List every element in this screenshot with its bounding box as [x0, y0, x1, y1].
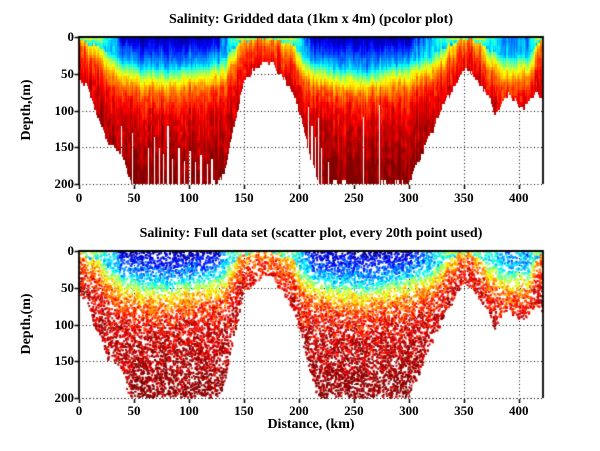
x-tick-label: 50 — [127, 190, 141, 205]
x-tick-label: 150 — [234, 403, 254, 418]
x-tick-label: 200 — [289, 403, 309, 418]
x-tick-label: 400 — [509, 190, 529, 205]
y-tick-label: 50 — [61, 279, 74, 295]
x-tick-label: 100 — [179, 190, 199, 205]
scatter-plot-canvas — [74, 246, 548, 403]
x-tick-label: 250 — [344, 190, 364, 205]
x-tick-label: 300 — [399, 190, 419, 205]
x-tick-label: 350 — [454, 403, 474, 418]
y-tick-label: 50 — [61, 65, 74, 81]
x-tick-label: 0 — [75, 403, 83, 418]
x-tick-label: 200 — [289, 190, 309, 205]
plot-title-top: Salinity: Gridded data (1km x 4m) (pcolo… — [168, 12, 454, 27]
x-axis-label: Distance, (km) — [267, 417, 355, 432]
y-tick-label: 0 — [67, 29, 75, 44]
x-tick-label: 0 — [75, 190, 83, 205]
y-tick-label: 150 — [54, 139, 75, 155]
x-tick-label: 400 — [509, 403, 529, 418]
x-tick-label: 150 — [234, 190, 254, 205]
x-tick-label: 350 — [454, 190, 474, 205]
y-tick-label: 0 — [67, 243, 75, 258]
y-tick-label: 100 — [54, 102, 75, 118]
x-tick-label: 100 — [179, 403, 199, 418]
pcolor-plot-canvas — [74, 32, 548, 189]
plot-title-bottom: Salinity: Full data set (scatter plot, e… — [139, 226, 483, 241]
x-tick-label: 250 — [344, 403, 364, 418]
y-tick-label: 200 — [54, 390, 75, 405]
x-tick-label: 300 — [399, 403, 419, 418]
y-tick-label: 100 — [54, 316, 75, 332]
y-tick-label: 200 — [54, 176, 75, 191]
x-tick-label: 50 — [127, 403, 141, 418]
y-tick-label: 150 — [54, 353, 75, 369]
